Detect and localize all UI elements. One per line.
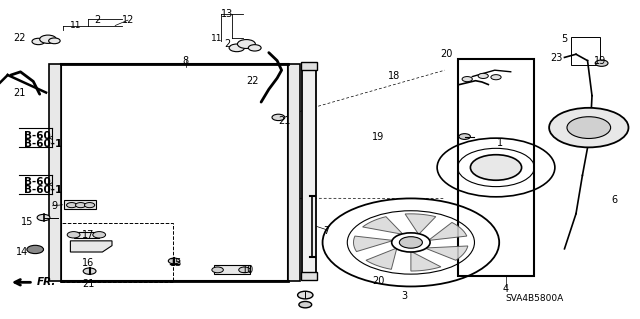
- Circle shape: [37, 214, 50, 221]
- Circle shape: [40, 35, 56, 43]
- Polygon shape: [405, 214, 436, 234]
- Circle shape: [462, 77, 472, 82]
- Bar: [49, 64, 61, 281]
- Text: SVA4B5800A: SVA4B5800A: [505, 294, 564, 303]
- Text: 6: 6: [611, 195, 618, 205]
- Text: 9: 9: [51, 201, 58, 211]
- Text: 5: 5: [561, 34, 568, 44]
- Circle shape: [459, 134, 470, 139]
- Circle shape: [567, 117, 611, 138]
- Circle shape: [272, 114, 285, 121]
- Bar: [64, 200, 96, 209]
- Text: 15: 15: [20, 217, 33, 227]
- Text: 11: 11: [70, 21, 81, 30]
- Polygon shape: [411, 251, 441, 271]
- Circle shape: [67, 203, 77, 208]
- Circle shape: [27, 245, 44, 254]
- Bar: [458, 59, 534, 276]
- Circle shape: [83, 268, 96, 274]
- Circle shape: [549, 108, 628, 147]
- Circle shape: [93, 232, 106, 238]
- Text: 19: 19: [371, 131, 384, 142]
- Text: 21: 21: [13, 87, 26, 98]
- Text: 17: 17: [82, 230, 95, 241]
- Bar: [288, 64, 300, 281]
- Bar: [74, 232, 99, 238]
- Polygon shape: [363, 217, 403, 234]
- Polygon shape: [353, 236, 394, 252]
- Bar: [61, 223, 173, 282]
- Circle shape: [76, 203, 86, 208]
- Circle shape: [168, 258, 180, 264]
- Text: 1: 1: [497, 138, 504, 148]
- Text: 3: 3: [401, 291, 408, 301]
- Text: 20: 20: [440, 48, 453, 59]
- Circle shape: [212, 267, 223, 273]
- Text: 7: 7: [323, 226, 330, 236]
- Circle shape: [478, 73, 488, 78]
- Text: 20: 20: [372, 276, 385, 286]
- Text: 16: 16: [82, 258, 95, 268]
- Circle shape: [32, 38, 45, 45]
- Text: 4: 4: [502, 284, 509, 294]
- Circle shape: [298, 291, 313, 299]
- Text: 11: 11: [211, 34, 222, 43]
- Text: 13: 13: [221, 9, 234, 19]
- Circle shape: [248, 45, 261, 51]
- Circle shape: [84, 203, 95, 208]
- Polygon shape: [366, 248, 397, 269]
- Bar: [301, 62, 317, 70]
- Text: 14: 14: [16, 247, 29, 257]
- Circle shape: [595, 60, 608, 66]
- Circle shape: [399, 237, 422, 248]
- Text: 22: 22: [13, 33, 26, 43]
- Circle shape: [237, 40, 255, 48]
- Circle shape: [229, 44, 244, 52]
- Circle shape: [392, 233, 430, 252]
- Text: B-60: B-60: [24, 130, 51, 141]
- Bar: [214, 265, 250, 274]
- Text: 12: 12: [122, 15, 134, 25]
- Text: 2: 2: [94, 15, 100, 25]
- Bar: [301, 272, 317, 280]
- Bar: [61, 64, 288, 281]
- Polygon shape: [70, 241, 112, 252]
- Polygon shape: [425, 246, 468, 260]
- Circle shape: [491, 75, 501, 80]
- Circle shape: [49, 38, 60, 44]
- Text: B-60-1: B-60-1: [24, 139, 63, 149]
- Text: B-60-1: B-60-1: [24, 185, 63, 196]
- Text: 10: 10: [242, 264, 255, 275]
- Text: 18: 18: [387, 71, 400, 81]
- Bar: [571, 37, 600, 65]
- Text: 2: 2: [224, 39, 230, 49]
- Text: 21: 21: [278, 116, 291, 126]
- Text: 19: 19: [594, 56, 607, 66]
- Circle shape: [239, 267, 250, 273]
- Text: FR.: FR.: [36, 277, 56, 287]
- Text: 22: 22: [246, 76, 259, 86]
- Circle shape: [67, 232, 80, 238]
- Bar: [302, 70, 316, 274]
- Polygon shape: [428, 222, 467, 241]
- Text: 21: 21: [82, 279, 95, 289]
- Circle shape: [299, 301, 312, 308]
- Text: B-60: B-60: [24, 177, 51, 187]
- Text: 23: 23: [550, 53, 563, 63]
- Text: 15: 15: [170, 258, 182, 268]
- Circle shape: [470, 155, 522, 180]
- Text: 8: 8: [182, 56, 189, 66]
